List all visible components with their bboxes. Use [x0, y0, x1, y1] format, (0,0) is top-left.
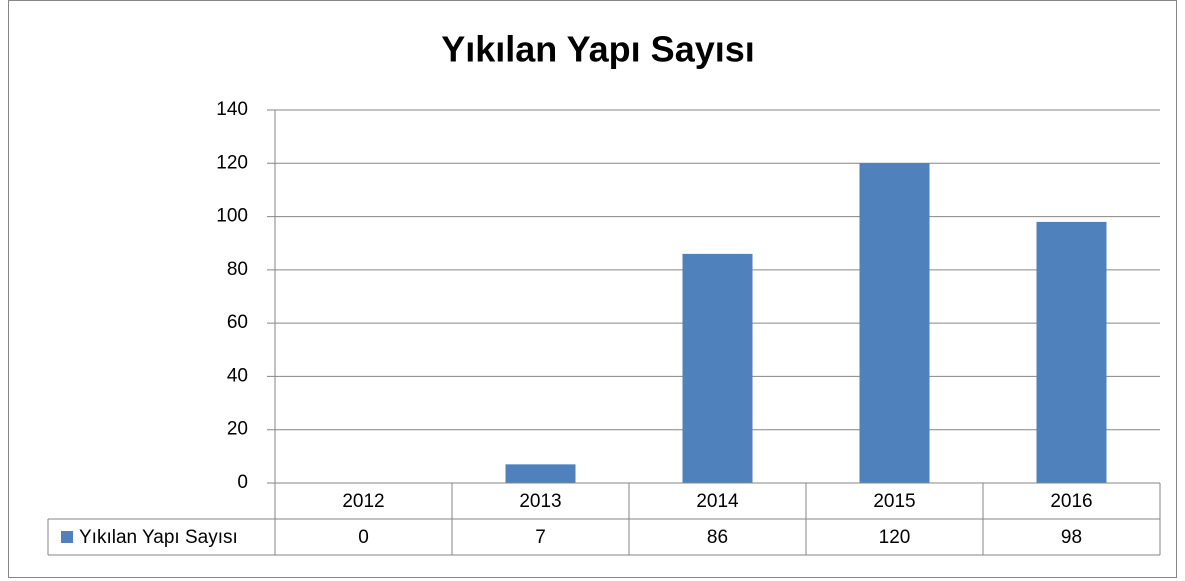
bar: [1036, 221, 1107, 483]
x-tick-label: 2013: [519, 491, 561, 512]
bar: [505, 464, 576, 483]
y-tick-label: 0: [237, 472, 248, 493]
x-tick-label: 2014: [696, 491, 739, 512]
y-tick-label: 40: [227, 365, 248, 386]
table-value: 7: [535, 527, 546, 548]
x-tick-label: 2016: [1050, 491, 1092, 512]
chart-border: [8, 0, 1177, 578]
bar: [859, 163, 930, 484]
legend-key: [61, 531, 73, 543]
table-value: 120: [879, 527, 911, 548]
table-value: 86: [707, 527, 728, 548]
legend-label: Yıkılan Yapı Sayısı: [79, 527, 238, 548]
y-tick-label: 140: [216, 99, 248, 120]
bar: [682, 253, 753, 483]
y-tick-label: 80: [227, 259, 248, 280]
y-tick-label: 100: [216, 206, 248, 227]
x-tick-label: 2012: [342, 491, 384, 512]
y-tick-label: 120: [216, 152, 248, 173]
y-tick-label: 60: [227, 312, 248, 333]
chart-title: Yıkılan Yapı Sayısı: [441, 29, 755, 70]
table-value: 0: [358, 527, 369, 548]
table-value: 98: [1061, 527, 1082, 548]
y-tick-label: 20: [227, 419, 248, 440]
x-tick-label: 2015: [873, 491, 915, 512]
